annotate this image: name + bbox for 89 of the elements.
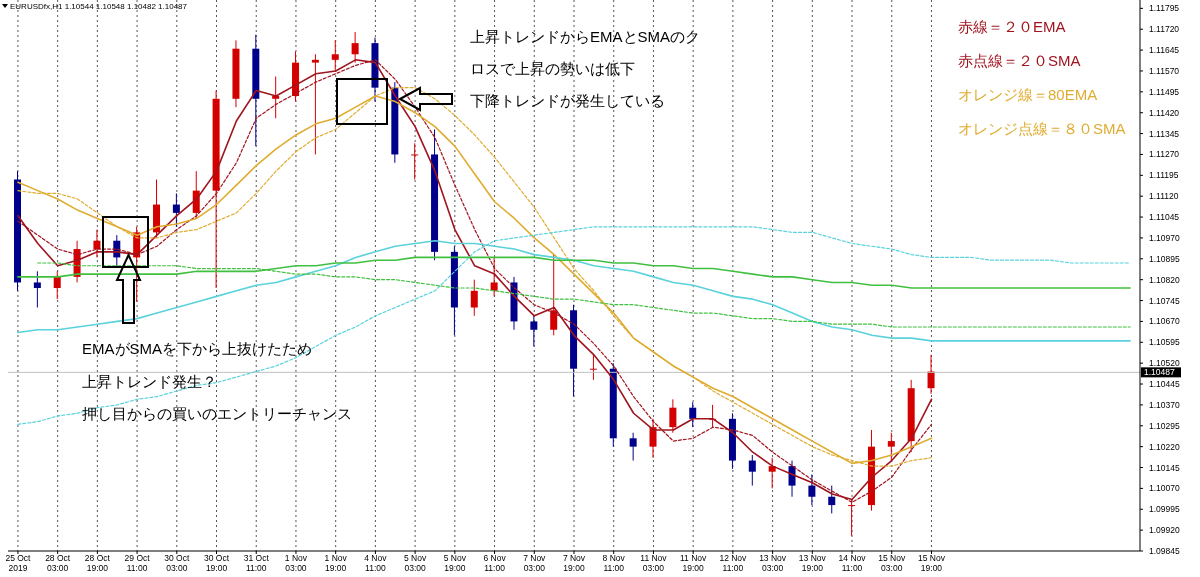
y-tick-label: 1.09995	[1149, 504, 1180, 515]
y-tick-label: 1.11645	[1149, 45, 1180, 56]
x-tick-label: 15 Nov 03:00	[878, 553, 906, 573]
x-tick-label: 1 Nov 03:00	[284, 553, 308, 573]
text: 赤線＝２０EMA	[958, 17, 1067, 37]
y-tick-label: 1.10220	[1149, 441, 1180, 452]
x-tick-label: 13 Nov 03:00	[759, 553, 787, 573]
candlestick	[331, 39, 339, 72]
candlestick	[589, 354, 597, 381]
x-tick-label: 30 Oct 03:00	[164, 553, 190, 573]
candlestick	[808, 473, 816, 506]
candlestick	[490, 256, 498, 297]
x-tick-label: 12 Nov 11:00	[719, 553, 748, 573]
x-tick-label: 13 Nov 19:00	[798, 553, 827, 573]
y-tick-label: 1.10070	[1149, 483, 1180, 494]
y-tick-label: 1.11345	[1149, 128, 1180, 139]
y-tick-label: 1.11570	[1149, 65, 1180, 76]
annotation: 下降トレンドが発生している	[470, 92, 665, 111]
x-tick-label: 4 Nov 11:00	[364, 553, 388, 573]
x-tick-label: 31 Oct 11:00	[243, 553, 270, 573]
annotation: 押し目からの買いのエントリーチャンス	[82, 405, 352, 424]
annotation: 上昇トレンド発生？	[82, 373, 217, 392]
x-tick-label: 28 Oct 19:00	[84, 553, 111, 573]
x-tick-label: 28 Oct 03:00	[45, 553, 71, 573]
y-tick-label: 1.11420	[1149, 107, 1180, 118]
candlestick	[649, 418, 657, 459]
candlestick	[411, 142, 419, 180]
chart-title: EURUSDfx,H1 1.10544 1.10548 1.10482 1.10487	[10, 2, 188, 11]
x-tick-label: 7 Nov 19:00	[562, 553, 586, 573]
annotation: 上昇トレンドからEMAとSMAのク	[470, 28, 701, 47]
y-tick-label: 1.10445	[1149, 379, 1180, 390]
y-tick-label: 1.11795	[1149, 3, 1180, 14]
x-tick-label: 7 Nov 03:00	[523, 553, 547, 573]
annotation: ロスで上昇の勢いは低下	[470, 60, 635, 79]
candlestick	[828, 485, 836, 514]
candlestick	[272, 76, 280, 119]
y-tick-label: 1.10820	[1149, 274, 1180, 285]
x-tick-label: 14 Nov 11:00	[838, 553, 867, 573]
x-tick-label: 15 Nov 19:00	[918, 553, 946, 573]
y-tick-label: 1.11270	[1149, 149, 1180, 160]
text: オレンジ点線＝８０SMA	[958, 119, 1126, 139]
x-tick-label: 29 Oct 11:00	[124, 553, 151, 573]
candlestick	[768, 457, 776, 489]
y-tick-label: 1.11120	[1149, 191, 1179, 202]
y-tick-label: 1.11195	[1149, 170, 1179, 181]
candlestick	[93, 229, 101, 258]
x-tick-label: 30 Oct 19:00	[204, 553, 230, 573]
candlestick	[629, 432, 637, 462]
candlestick	[887, 432, 895, 462]
candlestick	[351, 31, 359, 64]
candlestick	[748, 454, 756, 487]
y-tick-label: 1.10520	[1149, 358, 1180, 369]
candlestick	[669, 398, 677, 434]
candlestick	[530, 315, 538, 347]
x-tick-label: 25 Oct 2019	[5, 553, 32, 573]
text: 赤点線＝２０SMA	[958, 51, 1082, 71]
candlestick	[172, 192, 180, 228]
candlestick	[550, 254, 558, 336]
y-tick-label: 1.10370	[1149, 399, 1180, 410]
x-tick-label: 8 Nov 11:00	[602, 553, 626, 573]
y-tick-label: 1.10295	[1149, 420, 1180, 431]
ref-line-label: 1.10487	[1144, 367, 1175, 378]
x-tick-label: 11 Nov 19:00	[680, 553, 708, 573]
candlestick	[927, 354, 935, 395]
y-tick-label: 1.10895	[1149, 253, 1180, 264]
candlestick	[33, 270, 41, 308]
x-tick-label: 5 Nov 19:00	[443, 553, 467, 573]
candlestick	[470, 279, 478, 317]
annotation: EMAがSMAを下から上抜けたため	[82, 340, 313, 359]
candlestick	[53, 270, 61, 300]
x-tick-label: 1 Nov 19:00	[324, 553, 348, 573]
y-tick-label: 1.10745	[1149, 295, 1180, 306]
x-tick-label: 6 Nov 11:00	[483, 553, 507, 573]
y-tick-label: 1.09845	[1149, 546, 1180, 556]
y-tick-label: 1.09920	[1149, 525, 1180, 536]
y-tick-label: 1.10670	[1149, 316, 1180, 327]
x-tick-label: 5 Nov 03:00	[404, 553, 427, 573]
y-tick-label: 1.10595	[1149, 337, 1180, 348]
x-tick-label: 11 Nov 03:00	[640, 553, 668, 573]
y-tick-label: 1.11720	[1149, 24, 1180, 35]
y-tick-label: 1.11045	[1149, 212, 1180, 223]
text: オレンジ線＝80EMA	[958, 85, 1099, 105]
y-tick-label: 1.10145	[1149, 462, 1180, 473]
y-tick-label: 1.10970	[1149, 232, 1180, 243]
candlestick	[311, 53, 319, 155]
candlestick	[848, 499, 856, 537]
line-series	[17, 226, 1131, 425]
y-tick-label: 1.11495	[1149, 86, 1180, 97]
candlestick	[689, 401, 697, 428]
